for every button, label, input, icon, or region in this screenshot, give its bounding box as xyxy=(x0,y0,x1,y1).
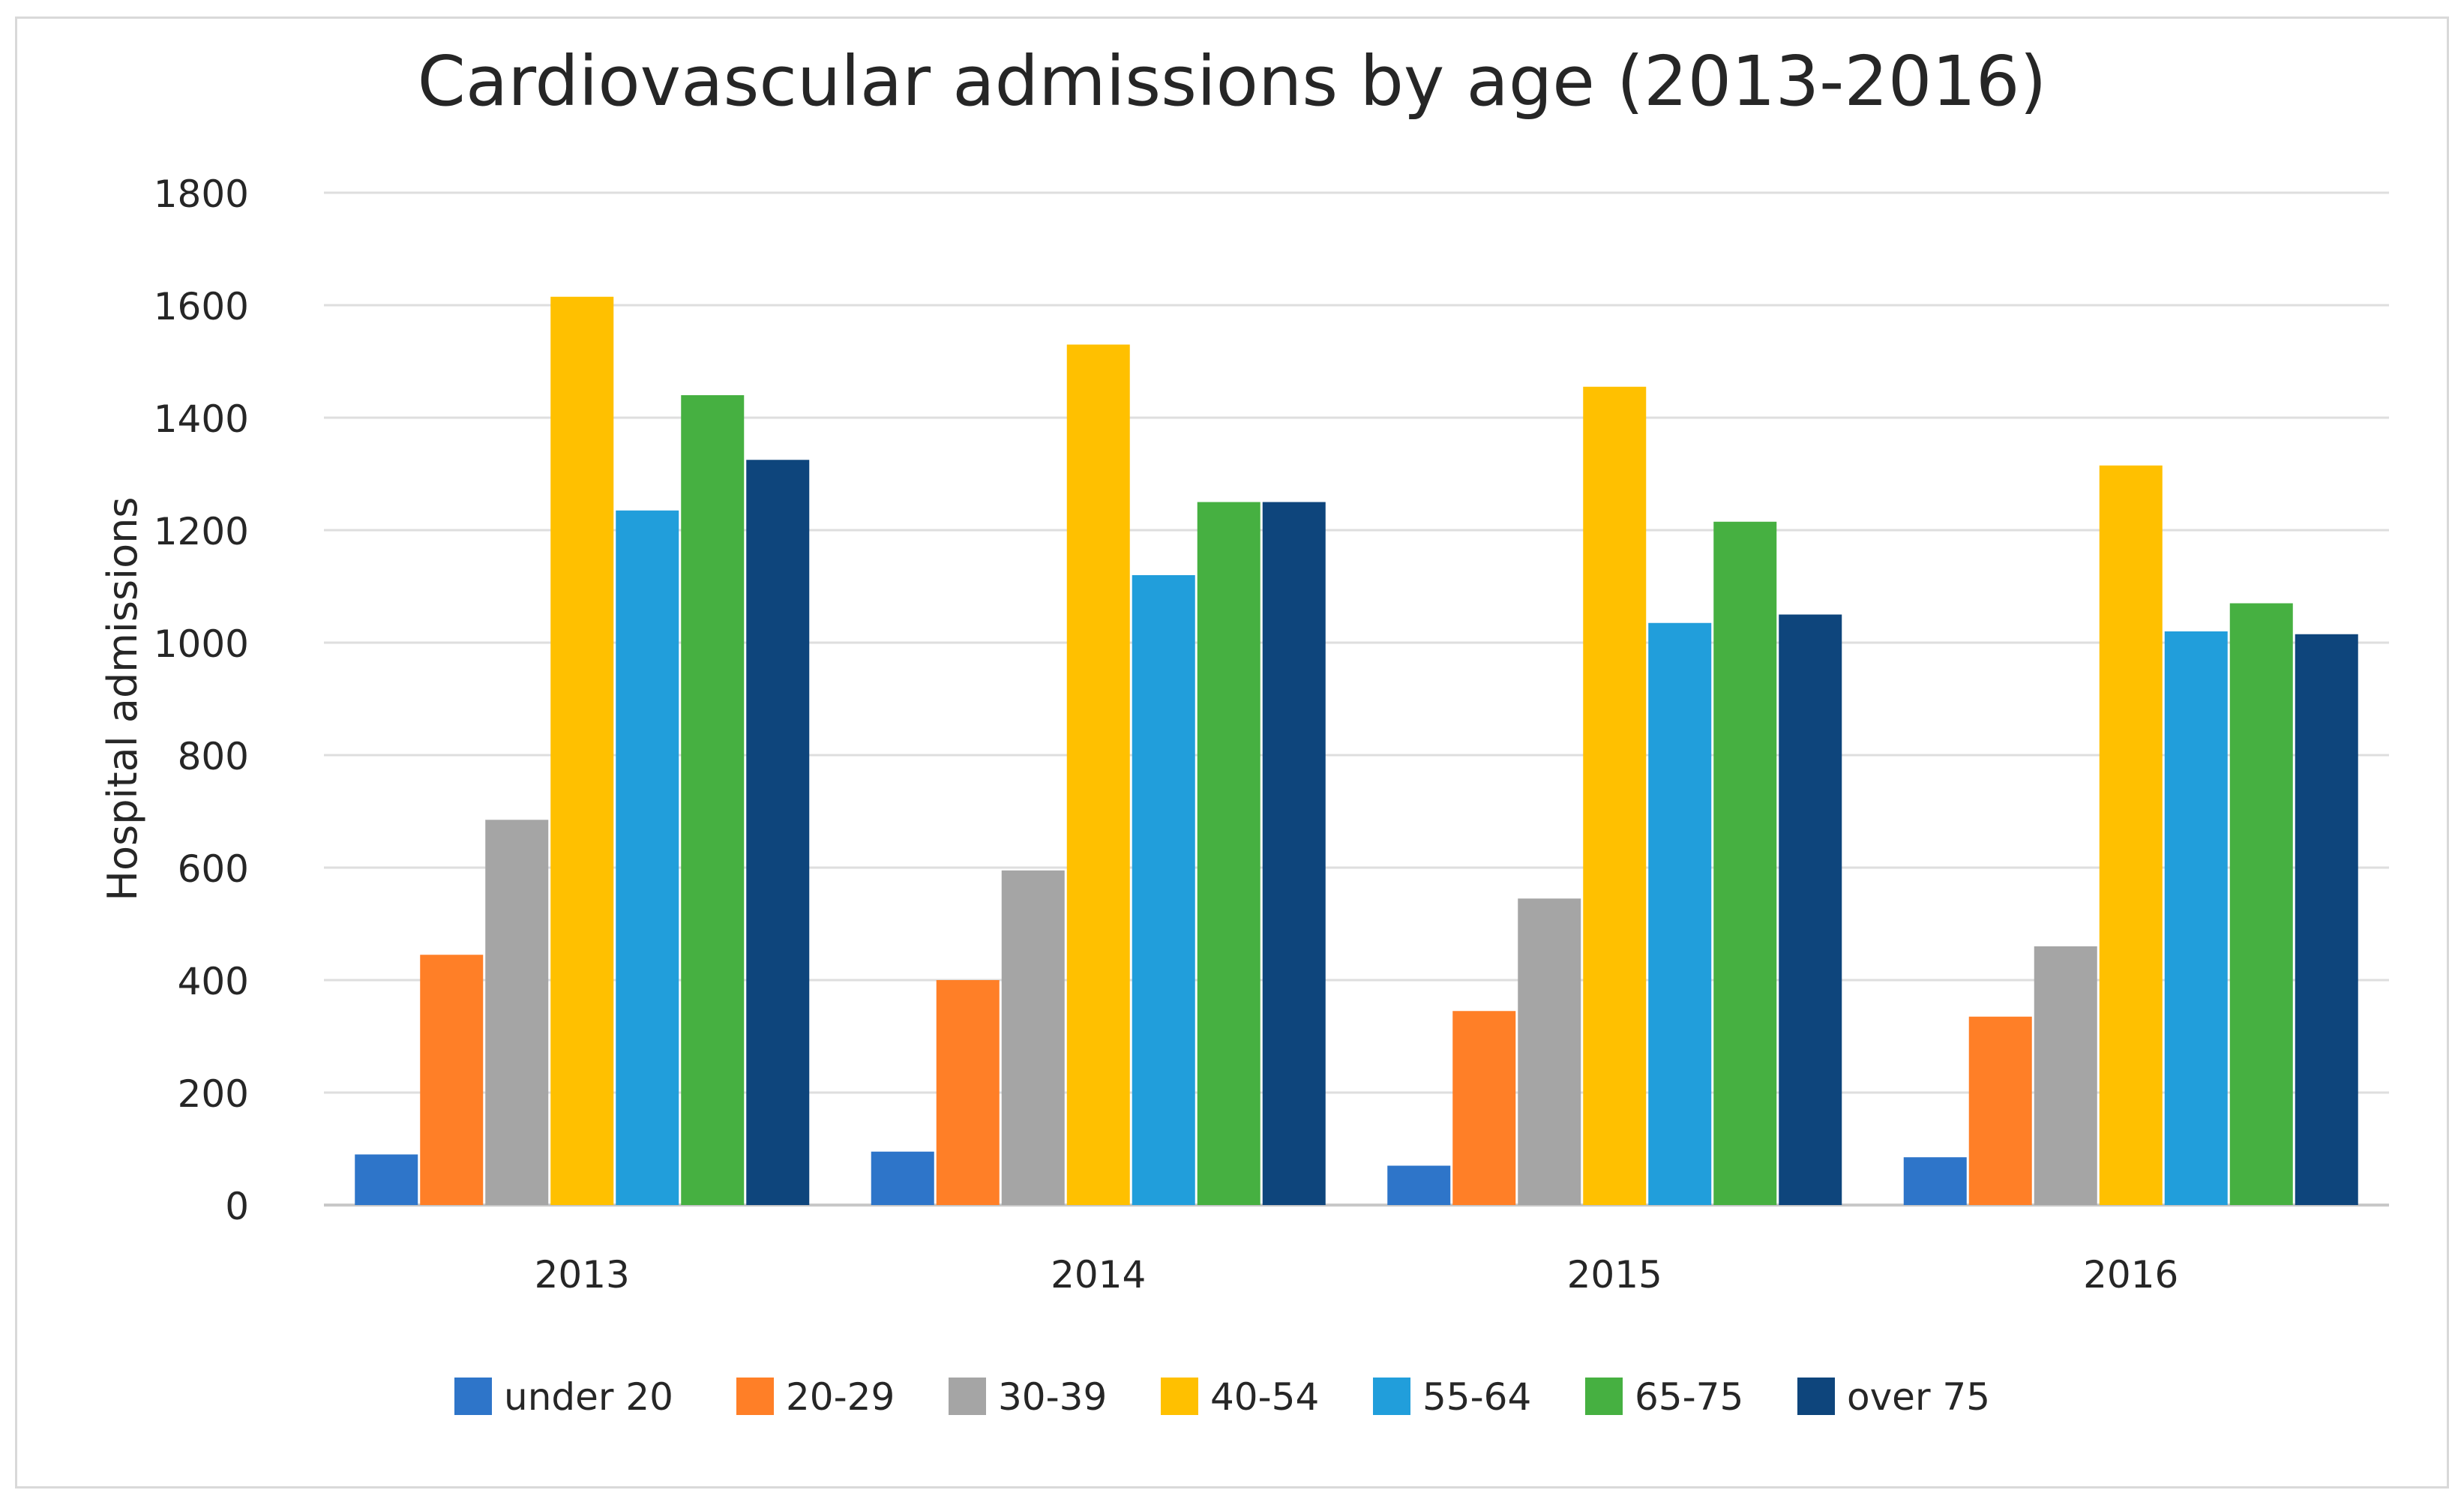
legend-item-30-39[interactable]: 30-39 xyxy=(949,1375,1107,1419)
legend-swatch xyxy=(949,1378,986,1415)
y-tick-label: 1600 xyxy=(154,285,249,328)
bar-2014-55-64 xyxy=(1132,575,1195,1205)
bar-2013-over-75 xyxy=(746,460,810,1205)
legend-label: 40-54 xyxy=(1210,1375,1319,1419)
y-tick-label: 200 xyxy=(178,1072,249,1116)
y-tick-label: 1400 xyxy=(154,397,249,441)
bar-2014-40-54 xyxy=(1066,344,1130,1205)
legend-swatch xyxy=(454,1378,492,1415)
x-tick-label: 2016 xyxy=(2083,1253,2178,1297)
bar-2016-under-20 xyxy=(1903,1157,1967,1205)
bar-2013-40-54 xyxy=(550,296,614,1205)
bar-2013-20-29 xyxy=(420,955,484,1205)
legend-item-55-64[interactable]: 55-64 xyxy=(1373,1375,1531,1419)
bar-2016-40-54 xyxy=(2099,465,2163,1205)
x-tick-label: 2014 xyxy=(1051,1253,1146,1297)
legend-swatch xyxy=(1797,1378,1835,1415)
bar-2014-20-29 xyxy=(936,980,1000,1205)
bar-2015-20-29 xyxy=(1452,1011,1516,1205)
legend-item-20-29[interactable]: 20-29 xyxy=(736,1375,895,1419)
legend-item-65-75[interactable]: 65-75 xyxy=(1585,1375,1743,1419)
legend-item-40-54[interactable]: 40-54 xyxy=(1161,1375,1319,1419)
legend-label: under 20 xyxy=(504,1375,673,1419)
legend-swatch xyxy=(1373,1378,1410,1415)
bars xyxy=(355,296,2358,1205)
legend-item-over-75[interactable]: over 75 xyxy=(1797,1375,1990,1419)
legend-label: 20-29 xyxy=(786,1375,895,1419)
bar-2014-65-75 xyxy=(1197,502,1260,1205)
y-tick-label: 0 xyxy=(225,1185,249,1228)
bar-2016-20-29 xyxy=(1968,1016,2032,1205)
y-tick-label: 600 xyxy=(178,847,249,891)
bar-2015-40-54 xyxy=(1583,386,1647,1205)
bar-2015-under-20 xyxy=(1387,1165,1451,1205)
y-tick-label: 1200 xyxy=(154,510,249,553)
bar-2013-65-75 xyxy=(681,395,745,1205)
bar-2016-65-75 xyxy=(2229,603,2293,1205)
bar-2014-30-39 xyxy=(1001,870,1065,1205)
legend-swatch xyxy=(736,1378,774,1415)
bar-2015-over-75 xyxy=(1779,614,1842,1205)
bar-2013-30-39 xyxy=(485,820,549,1205)
bar-2016-30-39 xyxy=(2034,946,2097,1205)
legend-swatch xyxy=(1585,1378,1623,1415)
x-axis-ticks: 2013 2014 2015 2016 xyxy=(535,1253,2179,1297)
legend-label: over 75 xyxy=(1847,1375,1990,1419)
y-tick-label: 800 xyxy=(178,735,249,778)
bar-2015-65-75 xyxy=(1713,521,1777,1205)
y-axis-ticks: 0 200 400 600 800 1000 1200 1400 1600 1800 xyxy=(154,172,249,1228)
x-tick-label: 2015 xyxy=(1567,1253,1662,1297)
legend-swatch xyxy=(1161,1378,1198,1415)
y-tick-label: 1800 xyxy=(154,172,249,216)
bar-2014-over-75 xyxy=(1262,502,1326,1205)
legend-label: 30-39 xyxy=(998,1375,1107,1419)
legend-label: 55-64 xyxy=(1422,1375,1531,1419)
legend-item-under-20[interactable]: under 20 xyxy=(454,1375,673,1419)
y-axis-label: Hospital admissions xyxy=(99,496,146,901)
chart-title: Cardiovascular admissions by age (2013-2… xyxy=(418,41,2047,121)
x-tick-label: 2013 xyxy=(535,1253,630,1297)
bar-2016-55-64 xyxy=(2164,631,2228,1205)
legend[interactable]: under 20 20-29 30-39 40-54 55-64 65-75 over 75 xyxy=(454,1375,1990,1419)
bar-2014-under-20 xyxy=(871,1151,934,1205)
y-tick-label: 400 xyxy=(178,960,249,1003)
bar-2015-55-64 xyxy=(1648,622,1712,1205)
y-tick-label: 1000 xyxy=(154,622,249,666)
bar-2013-under-20 xyxy=(355,1154,418,1205)
bar-2015-30-39 xyxy=(1518,898,1581,1205)
bar-2016-over-75 xyxy=(2295,634,2358,1205)
bar-2013-55-64 xyxy=(616,510,679,1205)
legend-label: 65-75 xyxy=(1635,1375,1743,1419)
